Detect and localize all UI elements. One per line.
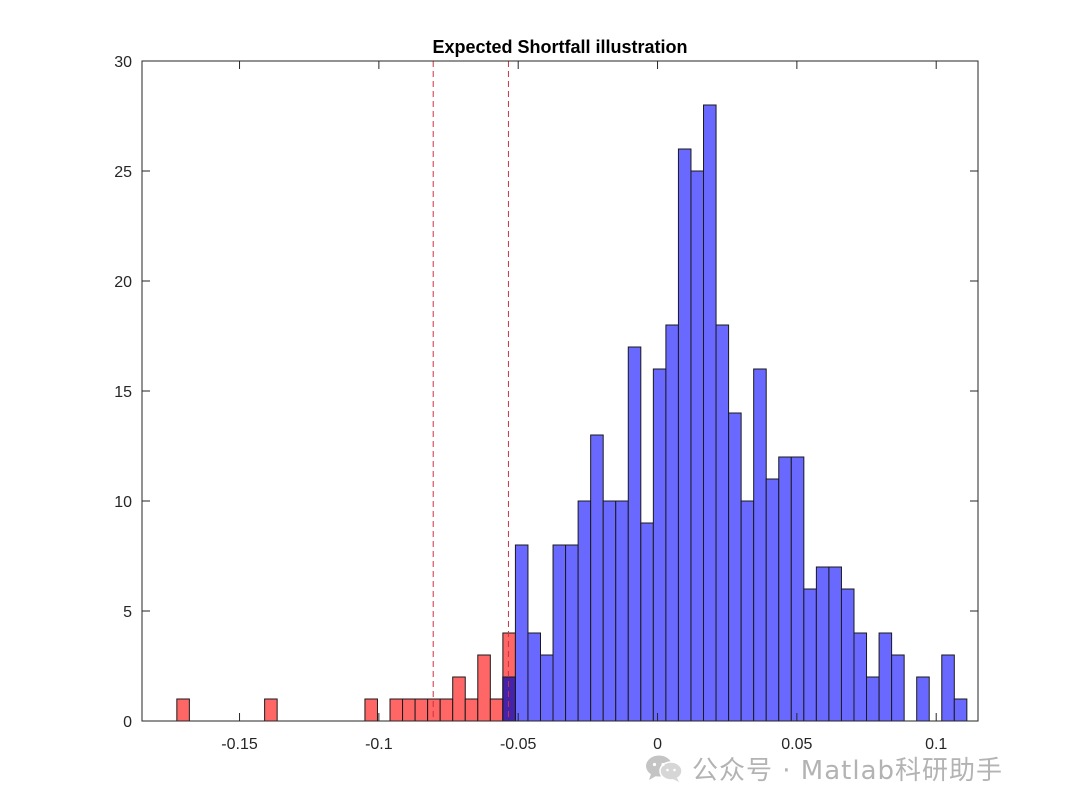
series-body — [502, 104, 968, 722]
bar-body-8 — [602, 500, 617, 722]
watermark-text: 公众号 · Matlab科研助手 — [692, 755, 1004, 786]
bar-tail-4 — [402, 698, 416, 722]
bar-body-16 — [703, 104, 717, 722]
bar-tail-1 — [264, 698, 278, 722]
bar-body-26 — [828, 566, 842, 722]
bar-body-23 — [790, 456, 805, 722]
bar-tail-7 — [439, 698, 454, 722]
bar-body-1 — [514, 544, 529, 722]
bar-tail-5 — [414, 698, 429, 722]
bar-body-2 — [527, 632, 541, 722]
y-axis-tick-labels: 0 5 10 15 20 25 30 — [114, 54, 132, 731]
bar-body-33 — [916, 676, 930, 722]
x-tick-label: -0.15 — [221, 736, 258, 753]
bar-tail-11 — [489, 698, 504, 722]
bar-body-15 — [690, 170, 705, 722]
y-tick-label: 0 — [123, 714, 132, 731]
bar-body-19 — [740, 500, 755, 722]
bar-body-36 — [953, 698, 968, 722]
x-tick-label: 0 — [653, 736, 662, 753]
bar-body-30 — [878, 632, 893, 722]
bar-body-18 — [728, 412, 742, 722]
bar-body-22 — [778, 456, 792, 722]
bar-body-3 — [539, 654, 554, 722]
x-tick-label: -0.1 — [365, 736, 393, 753]
y-tick-label: 30 — [114, 54, 132, 71]
y-tick-label: 25 — [114, 164, 132, 181]
bar-body-25 — [815, 566, 830, 722]
bar-body-29 — [866, 676, 880, 722]
bar-tail-0 — [176, 698, 190, 722]
bar-body-31 — [891, 654, 905, 722]
bar-body-11 — [640, 522, 654, 722]
bar-body-9 — [615, 500, 629, 722]
series-tail — [176, 632, 516, 722]
wechat-icon — [646, 755, 683, 782]
bars-layer — [176, 104, 968, 722]
threshold-lines — [432, 61, 509, 721]
bar-body-27 — [840, 588, 855, 722]
bar-body-6 — [577, 500, 592, 722]
bar-tail-8 — [452, 676, 466, 722]
bar-body-24 — [803, 588, 817, 722]
bar-tail-10 — [477, 654, 491, 722]
bar-body-4 — [552, 544, 567, 722]
bar-body-5 — [565, 544, 579, 722]
bar-body-12 — [652, 368, 667, 722]
y-tick-label: 10 — [114, 494, 132, 511]
bar-body-7 — [590, 434, 604, 722]
bar-tail-3 — [389, 698, 404, 722]
y-tick-label: 20 — [114, 274, 132, 291]
bar-body-35 — [941, 654, 955, 722]
bar-body-17 — [715, 324, 730, 722]
bar-tail-6 — [427, 698, 441, 722]
bar-overlap — [502, 676, 516, 722]
bar-body-14 — [677, 148, 692, 722]
y-tick-label: 15 — [114, 384, 132, 401]
x-axis-tick-labels: -0.15 -0.1 -0.05 0 0.05 0.1 — [221, 736, 947, 753]
axis-ticks — [142, 60, 978, 722]
bar-body-21 — [765, 478, 780, 722]
x-tick-label: 0.05 — [781, 736, 812, 753]
y-tick-label: 5 — [123, 604, 132, 621]
bar-body-28 — [853, 632, 868, 722]
bar-body-10 — [627, 346, 642, 722]
x-tick-label: -0.05 — [500, 736, 537, 753]
bar-body-20 — [753, 368, 767, 722]
bar-tail-2 — [364, 698, 378, 722]
chart-title: Expected Shortfall illustration — [432, 37, 687, 57]
x-tick-label: 0.1 — [925, 736, 947, 753]
bar-body-13 — [665, 324, 679, 722]
watermark: 公众号 · Matlab科研助手 — [644, 750, 1003, 786]
bar-tail-9 — [464, 698, 479, 722]
